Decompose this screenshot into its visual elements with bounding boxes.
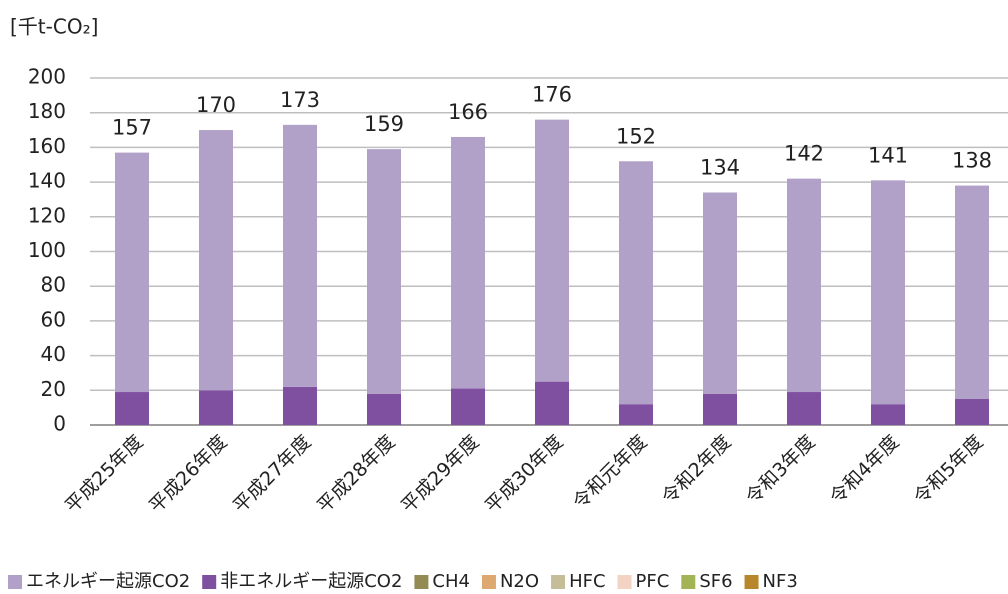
total-label: 141	[868, 143, 908, 167]
bar-segment	[115, 392, 149, 425]
bar-segment	[787, 178, 821, 393]
x-tick-label: 平成30年度	[481, 431, 567, 517]
total-label: 142	[784, 142, 824, 166]
y-tick-label: 20	[41, 377, 66, 401]
total-label: 134	[700, 156, 740, 180]
bar-segment	[955, 185, 989, 399]
y-tick-label: 200	[28, 65, 66, 89]
x-tick-label: 令和2年度	[658, 431, 736, 509]
total-label: 173	[280, 88, 320, 112]
total-label: 152	[616, 124, 656, 148]
y-tick-label: 60	[41, 307, 66, 331]
legend-swatch	[414, 575, 429, 589]
x-tick-label: 平成28年度	[313, 431, 399, 517]
legend-swatch	[202, 575, 217, 589]
legend-swatch	[551, 575, 566, 589]
x-tick-label: 令和元年度	[569, 431, 652, 514]
bar-segment	[199, 390, 233, 425]
bar-segment	[619, 161, 653, 405]
x-tick-label: 平成29年度	[397, 431, 483, 517]
bar-segment	[367, 393, 401, 425]
total-label: 166	[448, 100, 488, 124]
legend-label: CH4	[432, 571, 470, 592]
total-label: 138	[952, 149, 992, 173]
x-tick-label: 平成26年度	[145, 431, 231, 517]
x-tick-label: 平成27年度	[229, 431, 315, 517]
legend-swatch	[481, 575, 496, 589]
bar-segment	[871, 180, 905, 405]
legend-label: NF3	[763, 571, 798, 592]
y-tick-label: 120	[28, 203, 66, 227]
bar-segment	[703, 393, 737, 425]
legend-swatch	[8, 575, 22, 589]
bar-segment	[955, 398, 989, 425]
legend-label: SF6	[699, 571, 732, 592]
total-label: 176	[532, 83, 572, 107]
bar-segment	[451, 136, 485, 389]
bar-segment	[283, 124, 317, 387]
legend-swatch	[744, 575, 759, 589]
x-tick-label: 令和3年度	[742, 431, 820, 509]
y-tick-label: 140	[28, 169, 66, 193]
legend-swatch	[617, 575, 632, 589]
legend-swatch	[681, 575, 696, 589]
total-label: 157	[112, 116, 152, 140]
legend-label: HFC	[569, 571, 605, 592]
y-tick-label: 0	[53, 412, 66, 436]
total-label: 159	[364, 112, 404, 136]
y-axis-label: [千t-CO₂]	[10, 15, 98, 39]
y-tick-label: 180	[28, 99, 66, 123]
bar-segment	[703, 192, 737, 394]
bar-segment	[871, 404, 905, 425]
legend-label: PFC	[636, 571, 670, 592]
bar-segment	[283, 386, 317, 425]
bar-segment	[535, 119, 569, 382]
legend-label: 非エネルギー起源CO2	[220, 571, 402, 592]
bar-segment	[115, 152, 149, 393]
legend-label: N2O	[500, 571, 539, 592]
total-label: 170	[196, 93, 236, 117]
bar-segment	[199, 130, 233, 391]
bar-segment	[451, 388, 485, 425]
x-tick-label: 令和4年度	[826, 431, 904, 509]
bar-segment	[367, 149, 401, 394]
bar-segment	[787, 392, 821, 425]
legend-label: エネルギー起源CO2	[26, 571, 190, 592]
y-tick-label: 160	[28, 134, 66, 158]
x-tick-label: 令和5年度	[910, 431, 988, 509]
y-tick-label: 40	[41, 342, 66, 366]
x-tick-label: 平成25年度	[61, 431, 147, 517]
bar-segment	[619, 404, 653, 425]
bar-segment	[535, 381, 569, 425]
y-tick-label: 100	[28, 238, 66, 262]
y-tick-label: 80	[41, 273, 66, 297]
